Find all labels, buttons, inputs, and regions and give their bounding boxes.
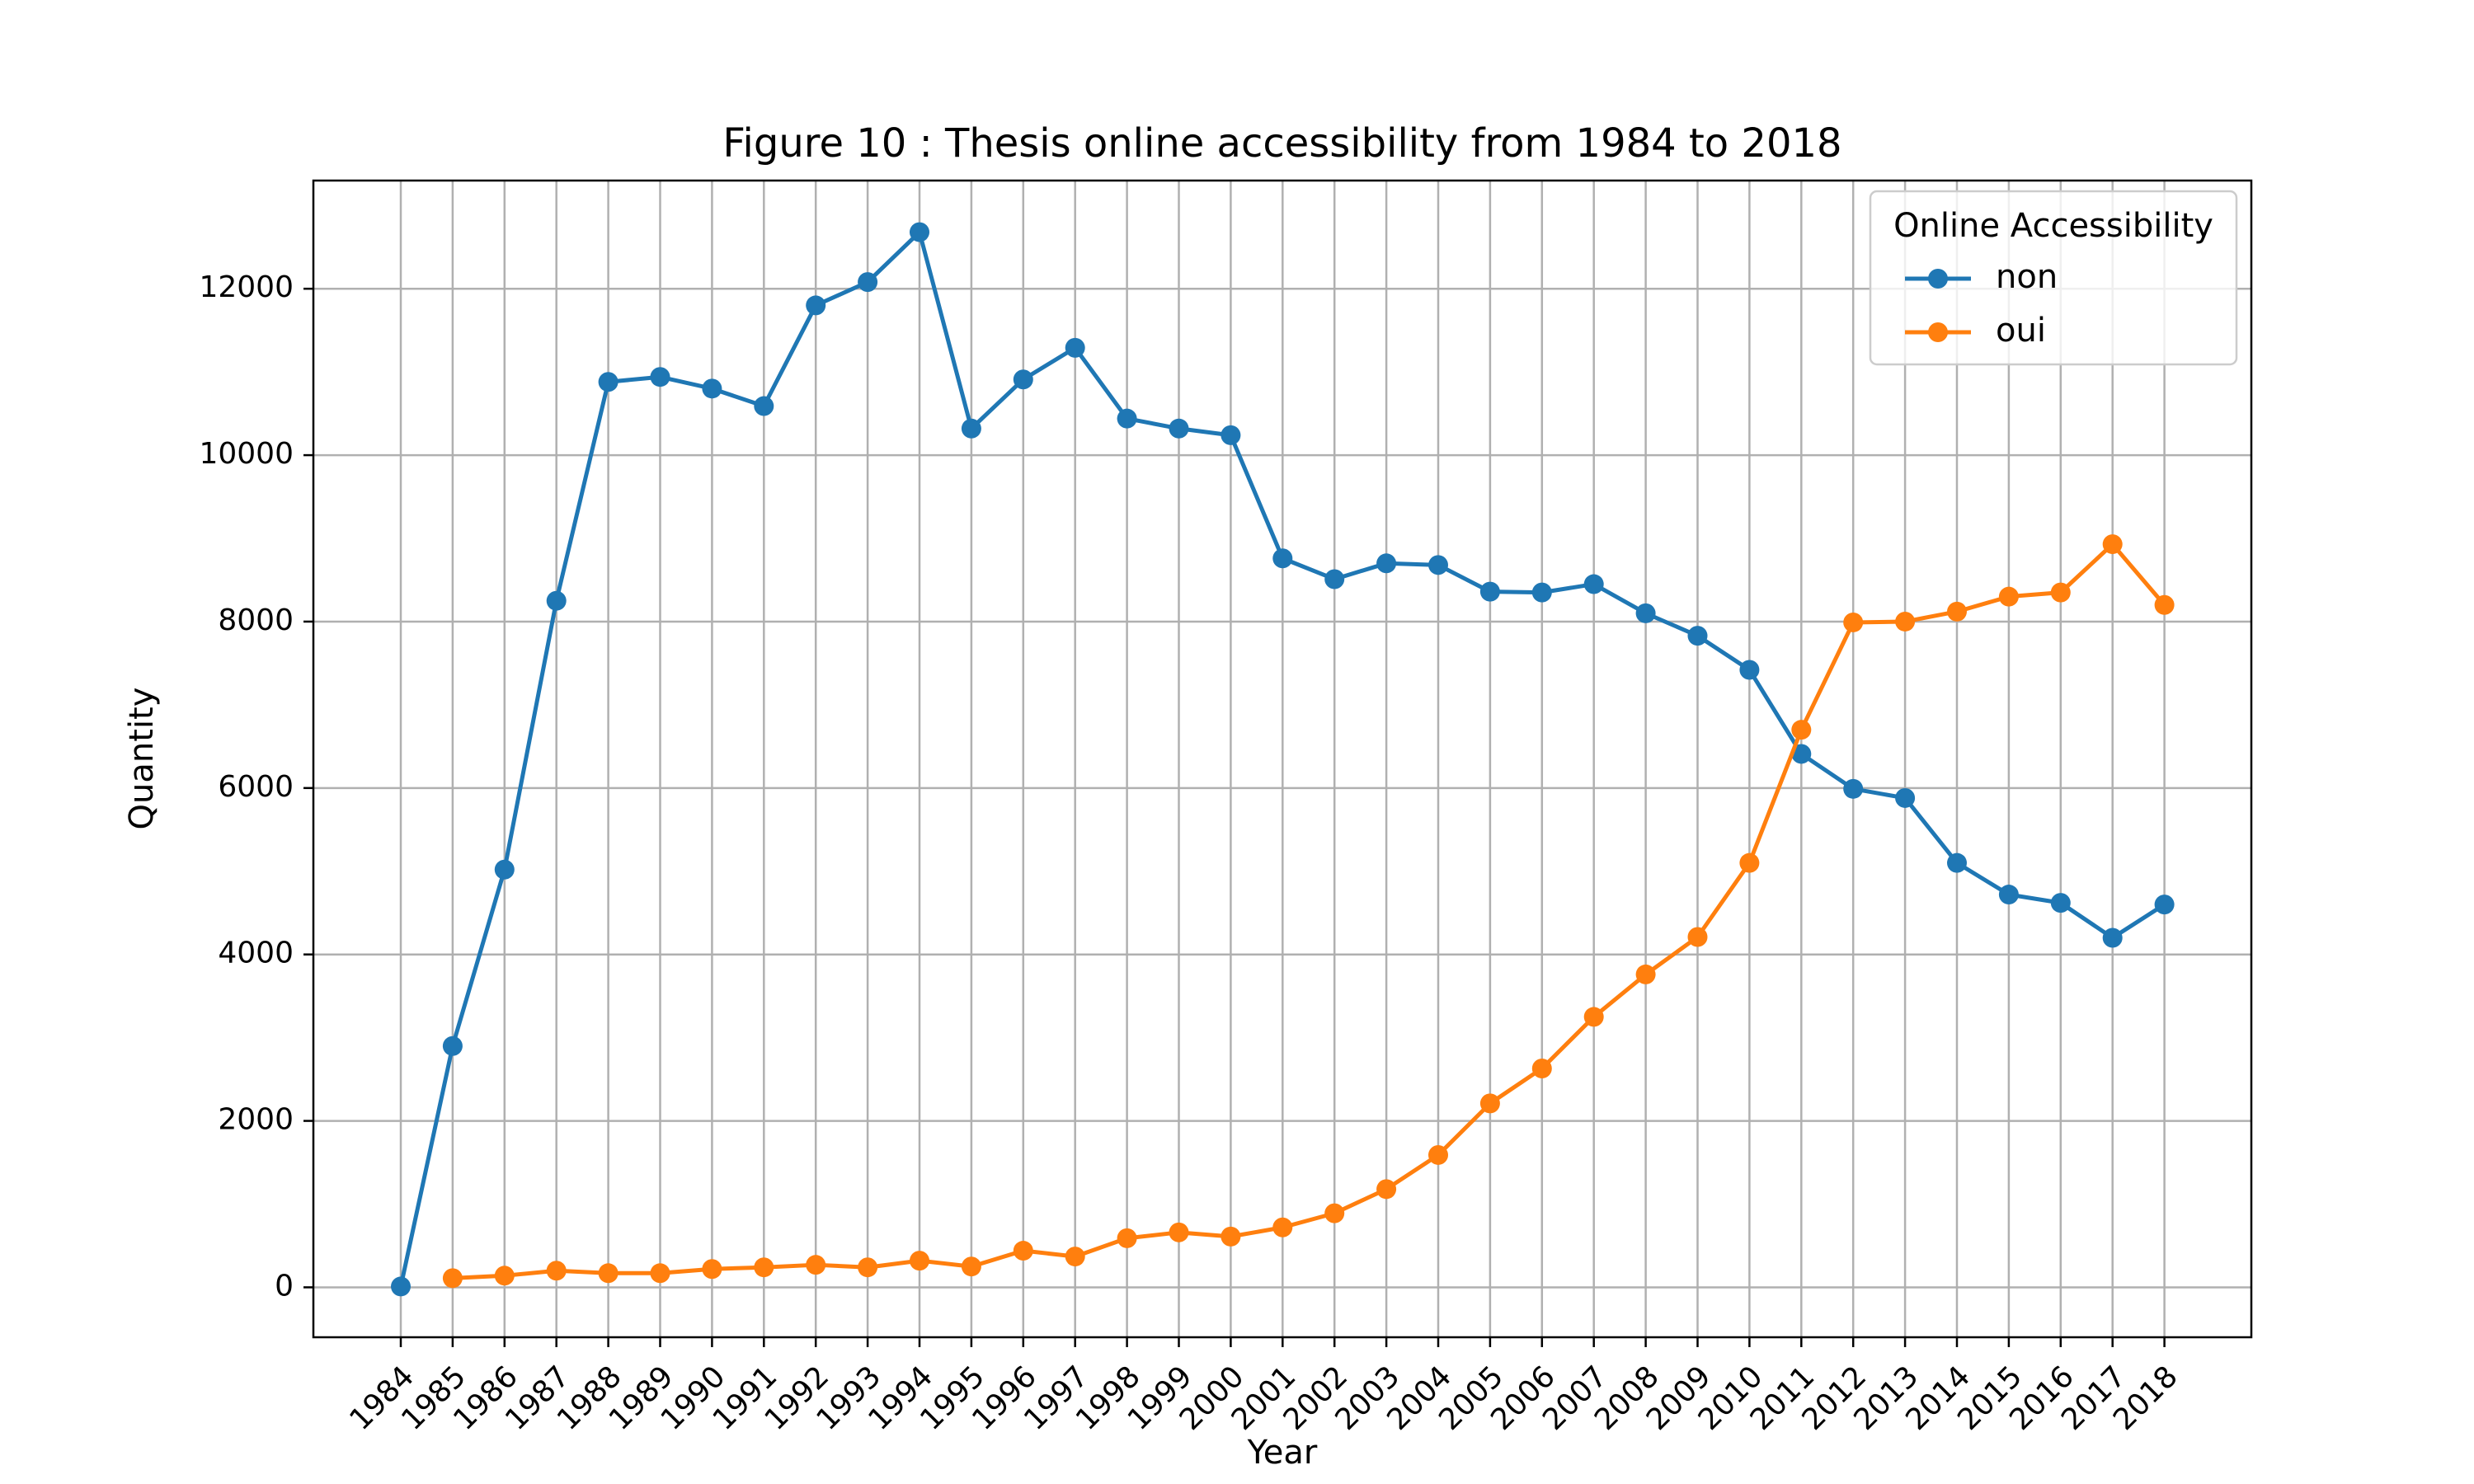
data-point-oui	[702, 1259, 722, 1280]
y-tick-label: 2000	[218, 1103, 294, 1137]
data-point-non	[1169, 418, 1189, 439]
data-point-non	[1221, 425, 1241, 445]
data-point-oui	[806, 1255, 826, 1275]
data-point-oui	[1895, 611, 1916, 632]
chart-title: Figure 10 : Thesis online accessibility …	[722, 120, 1841, 167]
data-point-oui	[858, 1257, 878, 1278]
data-point-oui	[546, 1261, 567, 1281]
data-point-non	[1739, 660, 1760, 680]
legend-marker-oui	[1928, 322, 1948, 342]
data-point-non	[1998, 885, 2019, 905]
y-tick-label: 4000	[218, 937, 294, 970]
x-axis-ticks: 1984198519861987198819891990199119921993…	[343, 1337, 2185, 1437]
data-point-oui	[1221, 1226, 1241, 1247]
x-axis-label: Year	[1247, 1434, 1318, 1472]
data-point-non	[910, 222, 929, 242]
data-point-non	[754, 396, 774, 416]
y-axis-label: Quantity	[123, 688, 161, 830]
data-point-oui	[1376, 1179, 1397, 1200]
data-point-oui	[2102, 534, 2123, 555]
data-point-non	[1013, 369, 1033, 390]
data-point-oui	[910, 1251, 929, 1271]
y-tick-label: 12000	[199, 270, 294, 304]
data-point-oui	[961, 1256, 981, 1277]
data-point-non	[2102, 928, 2123, 948]
legend: Online Accessibility non oui	[1869, 190, 2238, 366]
y-axis-ticks: 0 2000 4000 6000 8000 10000 12000	[199, 270, 313, 1303]
data-point-oui	[754, 1257, 774, 1278]
data-point-non	[858, 272, 878, 293]
data-point-non	[494, 859, 515, 880]
data-point-oui	[1583, 1007, 1604, 1027]
data-point-oui	[1065, 1247, 1085, 1267]
series-oui	[442, 534, 2175, 1289]
data-point-oui	[442, 1268, 463, 1289]
data-point-non	[442, 1036, 463, 1056]
data-point-non	[1583, 574, 1604, 594]
data-point-non	[1428, 555, 1448, 575]
data-point-non	[1843, 778, 1864, 799]
data-point-oui	[1117, 1228, 1137, 1248]
data-point-non	[2050, 893, 2071, 913]
data-point-non	[598, 372, 618, 392]
data-point-oui	[1947, 601, 1967, 622]
legend-marker-non	[1928, 269, 1948, 289]
data-point-non	[391, 1276, 411, 1297]
data-point-non	[1272, 548, 1293, 569]
data-point-non	[546, 590, 567, 611]
data-point-oui	[494, 1266, 515, 1286]
data-point-oui	[1687, 927, 1708, 947]
data-point-non	[961, 418, 981, 439]
data-point-oui	[1272, 1217, 1293, 1237]
data-point-oui	[1169, 1222, 1189, 1242]
data-point-oui	[1998, 586, 2019, 607]
legend-title: Online Accessibility	[1893, 207, 2213, 245]
series-line-oui	[452, 542, 2166, 1280]
data-point-non	[650, 367, 670, 387]
data-point-oui	[1791, 720, 1812, 740]
y-tick-label: 0	[275, 1269, 294, 1303]
data-point-non	[1376, 553, 1397, 574]
data-point-oui	[1531, 1058, 1552, 1078]
data-point-non	[806, 295, 826, 316]
data-point-oui	[1843, 612, 1864, 632]
data-point-oui	[2154, 594, 2175, 615]
data-point-non	[2154, 895, 2175, 915]
series-non	[391, 222, 2175, 1297]
y-tick-label: 10000	[199, 437, 294, 471]
legend-box	[1869, 190, 2238, 366]
legend-label-non: non	[1996, 258, 2058, 296]
data-point-non	[1895, 787, 1916, 808]
data-point-non	[1065, 337, 1085, 358]
data-point-oui	[1635, 964, 1656, 984]
data-point-oui	[2050, 582, 2071, 603]
data-point-non	[1947, 852, 1967, 873]
data-point-oui	[1739, 852, 1760, 873]
y-tick-label: 6000	[218, 770, 294, 804]
y-tick-label: 8000	[218, 603, 294, 637]
data-point-non	[702, 378, 722, 399]
legend-items: non oui	[1905, 258, 2058, 350]
data-point-non	[1531, 582, 1552, 603]
data-point-oui	[598, 1263, 618, 1284]
data-point-oui	[1324, 1203, 1345, 1223]
data-point-non	[1635, 603, 1656, 623]
data-point-non	[1791, 744, 1812, 764]
legend-label-oui: oui	[1996, 312, 2046, 350]
data-point-non	[1479, 581, 1500, 602]
data-point-oui	[1013, 1241, 1033, 1261]
data-point-oui	[650, 1263, 670, 1284]
data-point-non	[1324, 569, 1345, 589]
series-layer	[391, 222, 2175, 1297]
data-point-oui	[1479, 1093, 1500, 1114]
data-point-non	[1117, 408, 1137, 429]
data-point-non	[1687, 626, 1708, 646]
data-point-oui	[1428, 1144, 1448, 1165]
